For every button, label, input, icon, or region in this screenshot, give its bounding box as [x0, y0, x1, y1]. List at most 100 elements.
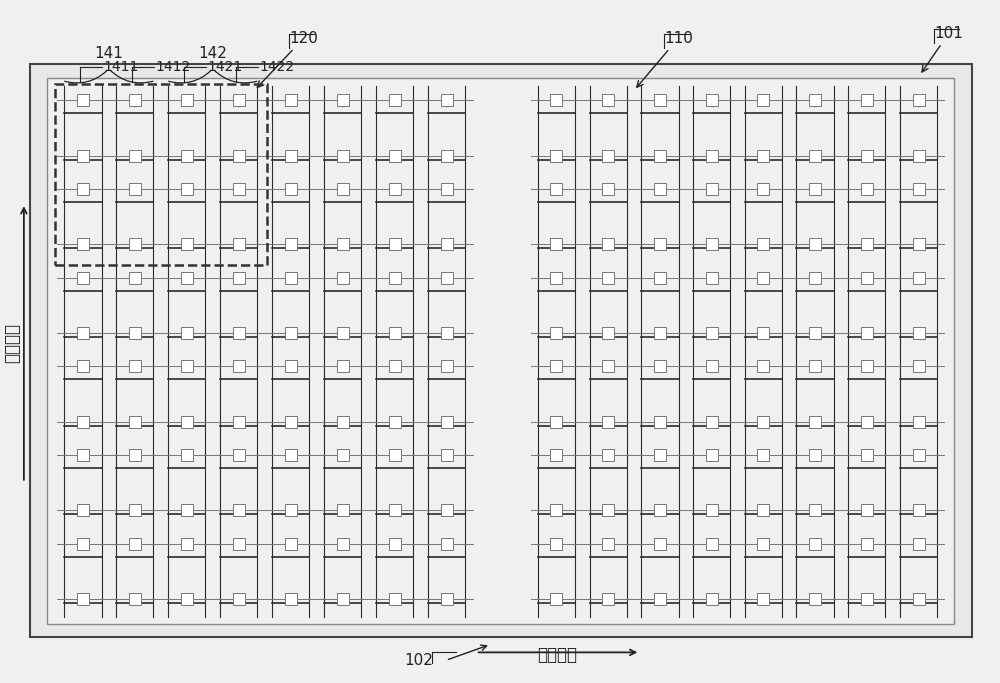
Bar [861, 238, 873, 251]
Bar [654, 593, 666, 605]
Bar [129, 238, 141, 251]
Bar [861, 183, 873, 195]
Bar [181, 538, 193, 550]
Bar [389, 416, 401, 428]
Bar [550, 327, 562, 339]
Bar [77, 449, 89, 461]
Text: 120: 120 [257, 31, 318, 87]
Bar [654, 449, 666, 461]
Bar [913, 416, 925, 428]
Bar [654, 238, 666, 251]
Bar [233, 327, 245, 339]
Bar [441, 538, 453, 550]
Bar [233, 449, 245, 461]
Text: 1412: 1412 [156, 59, 191, 74]
Bar [337, 183, 349, 195]
Bar [654, 361, 666, 372]
Bar [913, 593, 925, 605]
Bar [441, 183, 453, 195]
Bar [809, 272, 821, 283]
Bar [389, 272, 401, 283]
Bar [913, 183, 925, 195]
Bar [809, 238, 821, 251]
Bar [809, 449, 821, 461]
Bar [706, 327, 718, 339]
Bar [181, 327, 193, 339]
Bar [550, 449, 562, 461]
Bar [913, 238, 925, 251]
Bar [706, 150, 718, 162]
Text: 1422: 1422 [260, 59, 295, 74]
Bar [233, 150, 245, 162]
Text: 第二方向: 第二方向 [3, 323, 21, 363]
Bar [129, 183, 141, 195]
Bar [654, 94, 666, 107]
Bar [337, 416, 349, 428]
Bar [602, 94, 614, 107]
Bar [441, 238, 453, 251]
Bar [181, 272, 193, 283]
Bar [181, 416, 193, 428]
Bar [285, 593, 297, 605]
Bar [389, 327, 401, 339]
Bar [913, 327, 925, 339]
Bar [757, 538, 769, 550]
Text: 141: 141 [94, 46, 123, 61]
Bar [706, 538, 718, 550]
Bar [809, 327, 821, 339]
Bar [809, 593, 821, 605]
Bar [913, 505, 925, 516]
Bar [337, 593, 349, 605]
Bar [129, 538, 141, 550]
Bar [757, 272, 769, 283]
Bar [181, 238, 193, 251]
Bar [285, 238, 297, 251]
Bar [913, 272, 925, 283]
Bar [337, 238, 349, 251]
Bar [913, 94, 925, 107]
Bar [602, 183, 614, 195]
Bar [757, 238, 769, 251]
Bar [809, 538, 821, 550]
Bar [285, 94, 297, 107]
Bar [861, 593, 873, 605]
Bar [441, 505, 453, 516]
Bar [233, 505, 245, 516]
Bar [337, 150, 349, 162]
Bar [602, 505, 614, 516]
Bar [77, 361, 89, 372]
Bar [129, 449, 141, 461]
Bar [550, 361, 562, 372]
Bar [233, 94, 245, 107]
Bar [129, 150, 141, 162]
Bar [706, 94, 718, 107]
Bar [706, 505, 718, 516]
Bar [181, 150, 193, 162]
Bar [706, 593, 718, 605]
Bar [602, 449, 614, 461]
Bar [77, 94, 89, 107]
Bar [861, 272, 873, 283]
Bar [285, 150, 297, 162]
Bar [181, 94, 193, 107]
Bar [129, 272, 141, 283]
Bar [809, 183, 821, 195]
Bar [550, 505, 562, 516]
Bar [654, 416, 666, 428]
Bar [441, 416, 453, 428]
Bar [861, 327, 873, 339]
Bar [602, 272, 614, 283]
Bar [706, 272, 718, 283]
Bar [233, 361, 245, 372]
Bar [77, 150, 89, 162]
Bar [389, 449, 401, 461]
Bar [77, 183, 89, 195]
Bar [233, 416, 245, 428]
Bar [706, 238, 718, 251]
Bar [233, 538, 245, 550]
Bar [441, 361, 453, 372]
Bar [233, 272, 245, 283]
Bar [181, 449, 193, 461]
Bar [337, 361, 349, 372]
Text: 1421: 1421 [208, 59, 243, 74]
